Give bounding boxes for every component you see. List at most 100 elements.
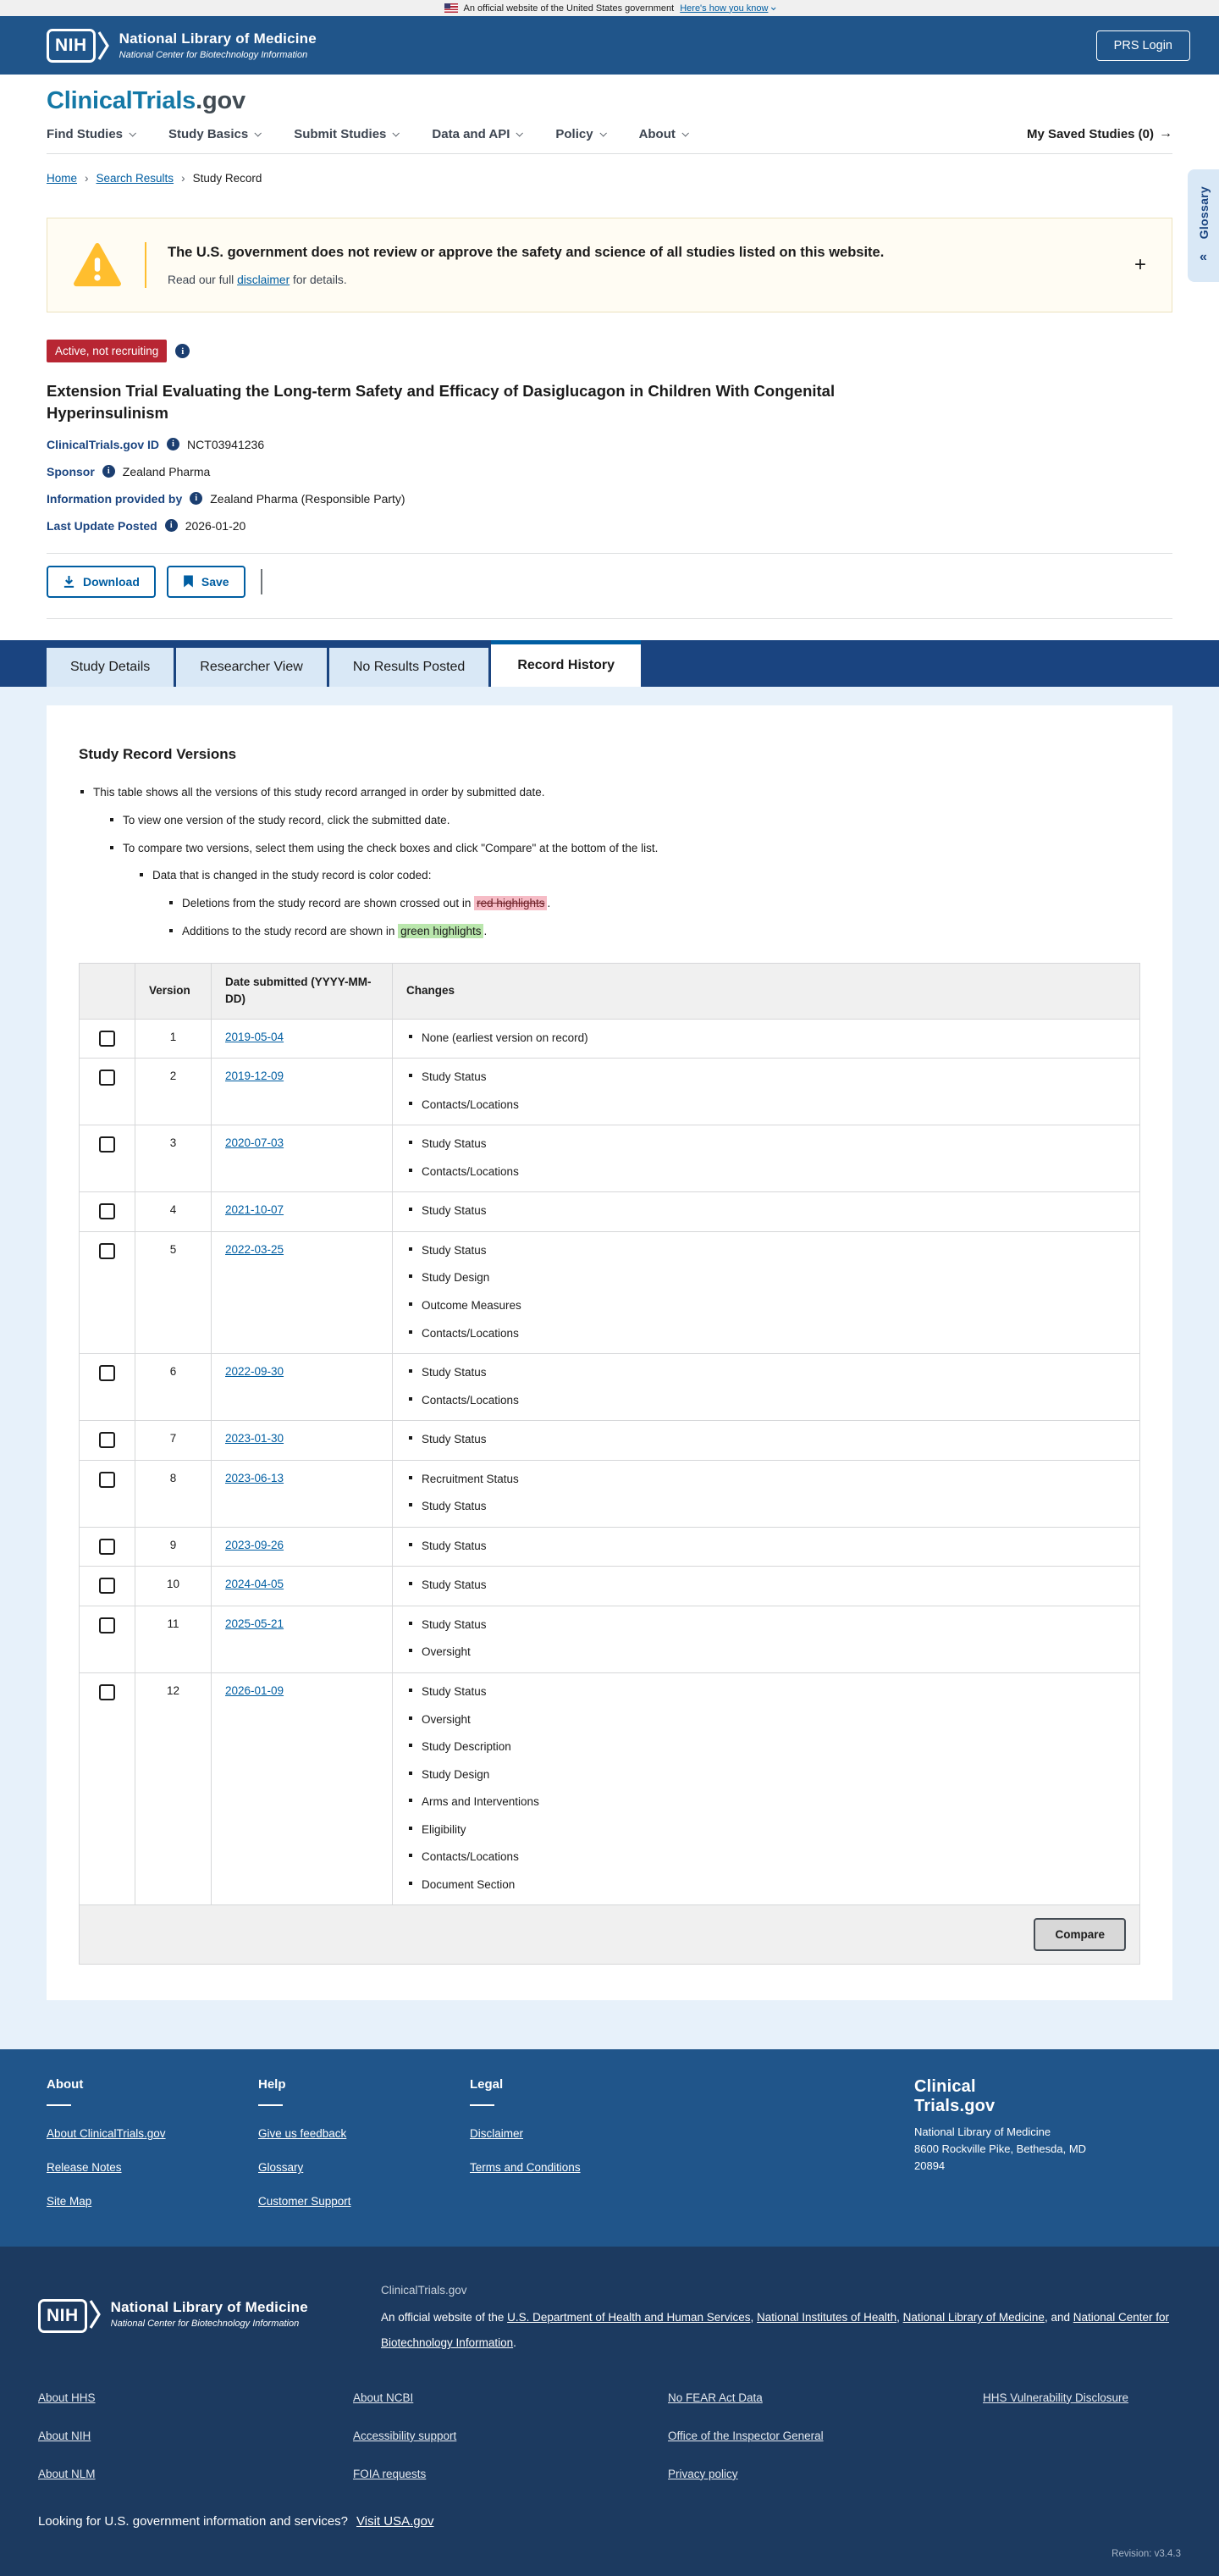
info-icon[interactable]: i <box>102 465 115 478</box>
version-checkbox[interactable] <box>99 1578 115 1595</box>
info-icon[interactable]: i <box>175 344 190 358</box>
save-button[interactable]: Save <box>166 565 245 598</box>
info-icon[interactable]: i <box>164 519 178 533</box>
version-checkbox[interactable] <box>99 1203 115 1220</box>
nlm-footer-logo[interactable]: NIH National Library of Medicine Nationa… <box>38 2284 381 2355</box>
date-submitted-link[interactable]: 2025-05-21 <box>225 1617 284 1630</box>
breadcrumb-separator: › <box>85 172 89 185</box>
version-checkbox[interactable] <box>99 1070 115 1086</box>
tab-researcher-view[interactable]: Researcher View <box>176 647 327 687</box>
breadcrumb: Home › Search Results › Study Record <box>0 154 1219 196</box>
changes-list: Study Status <box>406 1539 1126 1554</box>
date-submitted-link[interactable]: 2022-03-25 <box>225 1242 284 1256</box>
field-label: Sponsor <box>47 464 95 478</box>
footer-link-customer-support[interactable]: Customer Support <box>258 2195 351 2208</box>
download-button[interactable]: Download <box>47 565 156 598</box>
glossary-side-tab[interactable]: Glossary « <box>1188 169 1219 282</box>
nlm-link-about-nlm[interactable]: About NLM <box>38 2467 96 2480</box>
changes-list: Study Status <box>406 1203 1126 1219</box>
main-nav: Find Studies Study Basics Submit Studies Da… <box>47 127 721 141</box>
date-submitted-link[interactable]: 2023-06-13 <box>225 1471 284 1484</box>
change-item: Study Status <box>406 1070 1126 1085</box>
tab-study-details[interactable]: Study Details <box>47 647 174 687</box>
nlm-link-column-3: No FEAR Act Data Office of the Inspector … <box>668 2391 983 2506</box>
date-submitted-link[interactable]: 2023-09-26 <box>225 1538 284 1551</box>
nlm-link-foia-requests[interactable]: FOIA requests <box>353 2467 427 2480</box>
info-icon[interactable]: i <box>190 492 203 506</box>
nav-item-data-and-api[interactable]: Data and API <box>432 127 524 141</box>
compare-button[interactable]: Compare <box>1034 1918 1126 1952</box>
nih-logo[interactable]: NIH National Library of Medicine Nationa… <box>47 28 317 63</box>
date-submitted-link[interactable]: 2020-07-03 <box>225 1136 284 1150</box>
nlm-link-accessibility-support[interactable]: Accessibility support <box>353 2429 457 2442</box>
footer-link-disclaimer[interactable]: Disclaimer <box>470 2127 524 2141</box>
nlm-link-office-of-the-inspector-general[interactable]: Office of the Inspector General <box>668 2429 824 2442</box>
prs-login-button[interactable]: PRS Login <box>1095 30 1190 61</box>
info-icon[interactable]: i <box>167 438 180 451</box>
statement-link-national-library-of-medicine[interactable]: National Library of Medicine <box>902 2311 1045 2324</box>
nih-org-subtitle: National Center for Biotechnology Inform… <box>119 50 308 60</box>
footer-link-glossary[interactable]: Glossary <box>258 2161 304 2175</box>
footer-link-site-map[interactable]: Site Map <box>47 2195 92 2208</box>
tab-no-results-posted[interactable]: No Results Posted <box>328 647 489 687</box>
version-checkbox[interactable] <box>99 1684 115 1701</box>
changes-list: Study Status <box>406 1432 1126 1447</box>
disclaimer-link[interactable]: disclaimer <box>237 273 290 286</box>
address-line: National Library of Medicine <box>914 2125 1051 2139</box>
version-checkbox[interactable] <box>99 1136 115 1153</box>
version-checkbox[interactable] <box>99 1030 115 1047</box>
version-checkbox[interactable] <box>99 1432 115 1449</box>
version-checkbox[interactable] <box>99 1617 115 1633</box>
date-submitted-link[interactable]: 2019-12-09 <box>225 1070 284 1083</box>
version-checkbox[interactable] <box>99 1471 115 1488</box>
warning-body: Read our full disclaimer for details. <box>168 273 347 286</box>
how-you-know-link[interactable]: Here's how you know <box>680 3 776 14</box>
nav-item-label: Submit Studies <box>294 126 387 141</box>
nav-item-submit-studies[interactable]: Submit Studies <box>294 126 400 141</box>
footer-link-about-clinicaltrials-gov[interactable]: About ClinicalTrials.gov <box>47 2127 166 2141</box>
date-submitted-link[interactable]: 2024-04-05 <box>225 1578 284 1591</box>
nav-item-policy[interactable]: Policy <box>555 127 607 141</box>
change-item: Contacts/Locations <box>406 1849 1126 1865</box>
nav-item-study-basics[interactable]: Study Basics <box>168 127 262 141</box>
clinicaltrials-logo[interactable]: ClinicalTrials.gov <box>47 87 245 114</box>
date-submitted-link[interactable]: 2026-01-09 <box>225 1684 284 1698</box>
nlm-link-about-ncbi[interactable]: About NCBI <box>353 2391 414 2404</box>
version-row: 4 2021-10-07 Study Status <box>79 1191 1140 1232</box>
date-submitted-link[interactable]: 2022-09-30 <box>225 1365 284 1379</box>
date-submitted-link[interactable]: 2021-10-07 <box>225 1203 284 1217</box>
breadcrumb-home[interactable]: Home <box>47 172 78 185</box>
change-item: Contacts/Locations <box>406 1393 1126 1408</box>
nlm-link-hhs-vulnerability-disclosure[interactable]: HHS Vulnerability Disclosure <box>983 2391 1129 2404</box>
tab-record-history[interactable]: Record History <box>491 639 642 687</box>
chevron-down-icon <box>392 130 400 137</box>
nlm-link-about-nih[interactable]: About NIH <box>38 2429 91 2442</box>
chevron-down-icon <box>254 130 262 137</box>
nlm-link-no-fear-act-data[interactable]: No FEAR Act Data <box>668 2391 763 2404</box>
version-checkbox[interactable] <box>99 1242 115 1259</box>
date-submitted-link[interactable]: 2019-05-04 <box>225 1030 284 1043</box>
footer-link-release-notes[interactable]: Release Notes <box>47 2161 122 2175</box>
chevron-down-icon <box>516 130 524 137</box>
date-submitted-link[interactable]: 2023-01-30 <box>225 1432 284 1446</box>
my-saved-studies-link[interactable]: My Saved Studies (0) → <box>1026 126 1172 141</box>
expand-plus-icon[interactable]: + <box>1134 253 1146 276</box>
version-checkbox[interactable] <box>99 1538 115 1555</box>
statement-link-u-s-department-of-health-and-human-services[interactable]: U.S. Department of Health and Human Serv… <box>507 2311 751 2324</box>
change-item: Oversight <box>406 1712 1126 1727</box>
changes-list: Study Status Oversight <box>406 1617 1126 1660</box>
change-item: None (earliest version on record) <box>406 1031 1126 1046</box>
change-item: Study Design <box>406 1270 1126 1285</box>
nav-item-about[interactable]: About <box>639 127 689 141</box>
breadcrumb-search-results[interactable]: Search Results <box>96 172 174 185</box>
nav-item-find-studies[interactable]: Find Studies <box>47 127 136 141</box>
footer-link-terms-and-conditions[interactable]: Terms and Conditions <box>470 2161 581 2175</box>
version-checkbox[interactable] <box>99 1365 115 1382</box>
visit-usa-gov-link[interactable]: Visit USA.gov <box>356 2513 434 2529</box>
footer-link-give-us-feedback[interactable]: Give us feedback <box>258 2127 347 2141</box>
statement-link-national-center-for-biotechnology-information[interactable]: National Center for Biotechnology Inform… <box>381 2311 1170 2350</box>
statement-link-national-institutes-of-health[interactable]: National Institutes of Health <box>757 2311 897 2324</box>
nlm-link-privacy-policy[interactable]: Privacy policy <box>668 2467 738 2480</box>
nlm-link-about-hhs[interactable]: About HHS <box>38 2391 96 2404</box>
footer-column-heading: Legal <box>470 2077 504 2092</box>
